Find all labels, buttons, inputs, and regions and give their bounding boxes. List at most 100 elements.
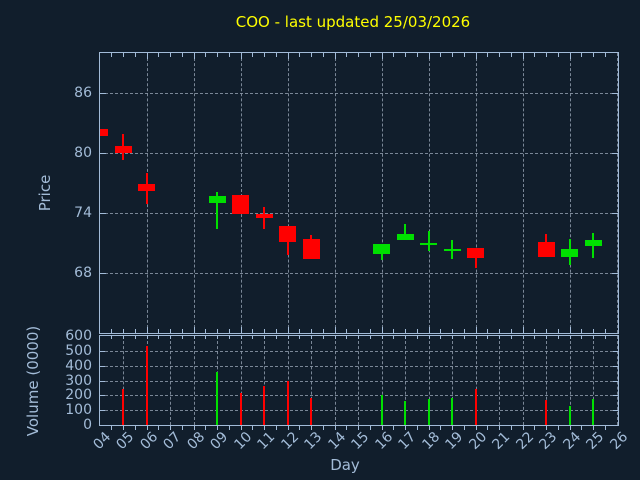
candle-body: [138, 184, 155, 191]
x-tick: [358, 329, 359, 333]
x-tick: [405, 329, 406, 333]
volume-panel: [99, 335, 619, 426]
x-tick: [369, 426, 371, 430]
x-tick: [369, 53, 371, 57]
volume-bar: [310, 398, 312, 425]
x-tick: [475, 327, 477, 333]
x-tick: [522, 53, 524, 59]
x-tick: [499, 53, 500, 57]
x-tick: [604, 329, 606, 333]
x-tick: [593, 53, 594, 57]
x-tick: [452, 426, 453, 430]
x-tick: [311, 53, 312, 57]
x-tick: [275, 53, 277, 57]
x-tick: [416, 53, 418, 57]
x-tick: [170, 329, 171, 333]
x-tick: [264, 53, 265, 57]
x-tick: [181, 329, 183, 333]
volume-tick-label: 100: [65, 402, 92, 419]
x-tick: [534, 426, 536, 430]
volume-tick: [100, 380, 105, 382]
price-tick: [100, 273, 106, 274]
x-tick: [217, 329, 218, 333]
x-tick: [134, 336, 136, 339]
x-tick: [170, 426, 171, 430]
x-tick: [569, 426, 571, 430]
x-tick: [487, 329, 489, 333]
candle-body: [208, 196, 226, 203]
x-tick: [534, 329, 536, 333]
x-tick: [146, 426, 148, 430]
x-tick: [299, 426, 301, 430]
volume-bar: [122, 389, 124, 425]
x-tick: [381, 53, 383, 59]
volume-tick: [613, 380, 618, 382]
x-tick: [510, 426, 512, 430]
volume-axis-label: Volume (0000): [24, 325, 42, 437]
x-tick: [170, 336, 171, 339]
x-tick: [358, 336, 359, 339]
x-tick: [452, 53, 453, 57]
x-tick: [510, 336, 512, 339]
price-tick: [612, 273, 618, 274]
volume-bar: [263, 386, 265, 425]
volume-tick: [100, 395, 105, 397]
x-tick: [416, 426, 418, 430]
x-tick: [428, 53, 430, 59]
x-tick: [181, 53, 183, 57]
x-tick: [581, 53, 583, 57]
x-tick: [240, 327, 242, 333]
price-tick: [100, 93, 106, 94]
candle-body: [467, 248, 484, 258]
x-tick: [299, 336, 301, 339]
price-tick: [100, 153, 106, 154]
price-tick: [612, 153, 618, 154]
x-tick-label: 23: [536, 429, 561, 453]
x-tick: [381, 336, 383, 339]
x-tick: [346, 53, 348, 57]
volume-tick-label: 500: [65, 342, 92, 359]
x-tick: [581, 336, 583, 339]
x-tick: [581, 329, 583, 333]
x-tick: [134, 426, 136, 430]
volume-bar: [239, 393, 242, 425]
volume-tick: [613, 365, 618, 367]
x-tick: [193, 336, 195, 339]
x-tick: [146, 53, 148, 59]
x-tick: [299, 329, 301, 333]
price-panel: [99, 52, 619, 334]
x-tick: [463, 53, 465, 57]
x-tick-label: 26: [606, 429, 631, 453]
x-tick: [522, 426, 524, 430]
candle-body: [255, 214, 273, 218]
x-tick: [546, 426, 547, 430]
x-tick: [217, 336, 218, 339]
x-tick: [463, 336, 465, 339]
x-tick: [205, 329, 207, 333]
x-tick: [475, 426, 477, 430]
candle-body: [396, 234, 414, 240]
volume-tick-label: 400: [65, 357, 92, 374]
x-tick: [475, 53, 477, 59]
volume-tick: [100, 410, 105, 412]
x-tick: [393, 329, 395, 333]
x-tick: [604, 53, 606, 57]
price-axis-label: Price: [36, 174, 54, 212]
x-tick: [228, 426, 230, 430]
x-tick: [311, 426, 312, 430]
chart-title: COO - last updated 25/03/2026: [235, 13, 471, 31]
x-tick: [463, 329, 465, 333]
x-tick: [134, 329, 136, 333]
x-tick: [334, 336, 336, 339]
x-tick: [381, 426, 383, 430]
x-tick: [111, 329, 113, 333]
price-tick: [100, 213, 106, 214]
price-vertical-gridline: [475, 53, 477, 333]
x-tick: [170, 53, 171, 57]
x-tick: [346, 329, 348, 333]
candle-body: [279, 226, 296, 242]
volume-tick: [613, 395, 618, 397]
x-tick: [299, 53, 301, 57]
x-tick: [240, 336, 242, 339]
